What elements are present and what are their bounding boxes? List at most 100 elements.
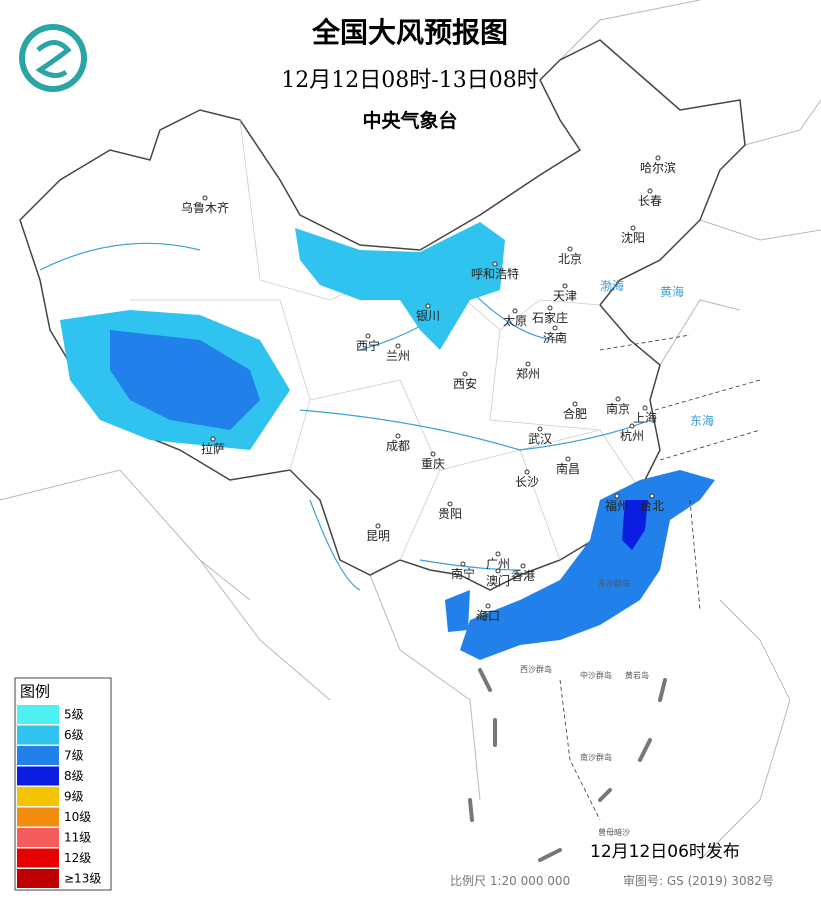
city-dot <box>462 371 468 377</box>
city-dot <box>495 551 501 557</box>
city-label: 乌鲁木齐 <box>181 200 229 215</box>
city-dot <box>460 561 466 567</box>
map-number: 审图号: GS (2019) 3082号 <box>623 873 774 888</box>
city-dot <box>567 246 573 252</box>
city-dot <box>512 308 518 314</box>
city-dot <box>525 361 531 367</box>
legend-label: 7级 <box>64 749 84 763</box>
city-label: 昆明 <box>366 529 390 543</box>
city-label: 广州 <box>486 557 510 571</box>
title: 全国大风预报图 <box>311 16 508 49</box>
city-label: 杭州 <box>620 428 644 443</box>
sea-label: 东海 <box>690 413 714 428</box>
city-label: 台北 <box>640 498 664 513</box>
legend-swatch <box>17 869 59 888</box>
issuer: 中央气象台 <box>362 109 457 132</box>
city-label: 南京 <box>606 401 630 416</box>
city-label: 合肥 <box>563 406 587 421</box>
sea-label: 渤海 <box>600 278 624 293</box>
city-label: 香港 <box>511 569 535 583</box>
legend-swatch <box>17 787 59 806</box>
legend-label: 12级 <box>64 851 91 865</box>
city-dot <box>210 436 216 442</box>
scale: 比例尺 1:20 000 000 <box>450 874 570 888</box>
city-label: 福州 <box>605 498 629 513</box>
city-label: 海口 <box>476 608 500 623</box>
city-dot <box>495 568 501 574</box>
city-dot <box>537 426 543 432</box>
legend-swatch <box>17 807 59 827</box>
city-dot <box>202 195 208 201</box>
city-dot <box>647 188 653 194</box>
city-dot <box>365 333 371 339</box>
city-dot <box>395 433 401 439</box>
city-label: 南宁 <box>451 566 475 581</box>
city-label: 长沙 <box>515 475 539 489</box>
legend-label: ≥13级 <box>64 872 101 886</box>
city-label: 银川 <box>416 309 440 323</box>
city-dot <box>552 325 558 331</box>
legend-label: 9级 <box>64 790 84 804</box>
nine-dash-line <box>468 668 667 862</box>
wind-areas <box>60 222 715 660</box>
island-label: 东沙群岛 <box>598 578 630 588</box>
city-dot <box>630 225 636 231</box>
city-label: 兰州 <box>386 349 410 363</box>
city-dot <box>642 405 648 411</box>
island-label: 中沙群岛 <box>580 670 612 680</box>
city-dot <box>572 401 578 407</box>
legend-label: 8级 <box>64 769 84 783</box>
legend: 图例 5级 6级 7级 8级 9级 10级 11级 12级 ≥13级 <box>14 677 112 891</box>
city-dot <box>447 501 453 507</box>
legend-label: 6级 <box>64 728 84 742</box>
city-label: 重庆 <box>421 457 445 471</box>
island-label: 曾母暗沙 <box>598 827 630 837</box>
city-label: 成都 <box>386 439 410 453</box>
city-dot <box>395 343 401 349</box>
city-label: 武汉 <box>528 432 552 446</box>
city-label: 济南 <box>543 330 567 345</box>
city-dot <box>565 456 571 462</box>
city-label: 长春 <box>638 194 662 208</box>
legend-label: 11级 <box>64 831 91 845</box>
island-label: 南沙群岛 <box>580 752 612 762</box>
city-dot <box>655 155 661 161</box>
legend-swatch <box>17 705 59 724</box>
city-dot <box>425 303 431 309</box>
city-dot <box>547 305 553 311</box>
legend-swatch <box>17 746 59 765</box>
city-label: 呼和浩特 <box>471 266 519 281</box>
city-label: 澳门 <box>486 573 510 588</box>
city-label: 北京 <box>558 252 582 266</box>
period: 12月12日08时-13日08时 <box>281 68 538 93</box>
china-border <box>19 39 746 591</box>
city-dot <box>430 451 436 457</box>
legend-swatch <box>17 725 59 745</box>
city-label: 上海 <box>633 410 657 425</box>
legend-label: 10级 <box>64 810 91 824</box>
legend-swatch <box>17 848 59 868</box>
city-label: 南昌 <box>556 461 580 476</box>
city-label: 西安 <box>453 376 477 391</box>
city-dot <box>492 261 498 267</box>
legend-swatch <box>17 766 59 786</box>
city-dot <box>649 493 655 499</box>
city-label: 贵阳 <box>438 507 462 521</box>
city-label: 沈阳 <box>621 230 645 245</box>
legend-label: 5级 <box>64 708 84 722</box>
city-dot <box>614 493 620 499</box>
neighbor-borders <box>0 0 821 861</box>
city-label: 石家庄 <box>532 310 568 325</box>
sea-label: 黄海 <box>660 284 684 299</box>
city-dot <box>524 469 530 475</box>
city-dot <box>615 396 621 402</box>
city-label: 天津 <box>553 289 577 303</box>
sea-boundaries <box>559 334 761 821</box>
city-label: 西宁 <box>356 338 380 353</box>
island-label: 黄岩岛 <box>625 670 649 680</box>
city-dot <box>562 283 568 289</box>
city-label: 拉萨 <box>201 441 225 456</box>
